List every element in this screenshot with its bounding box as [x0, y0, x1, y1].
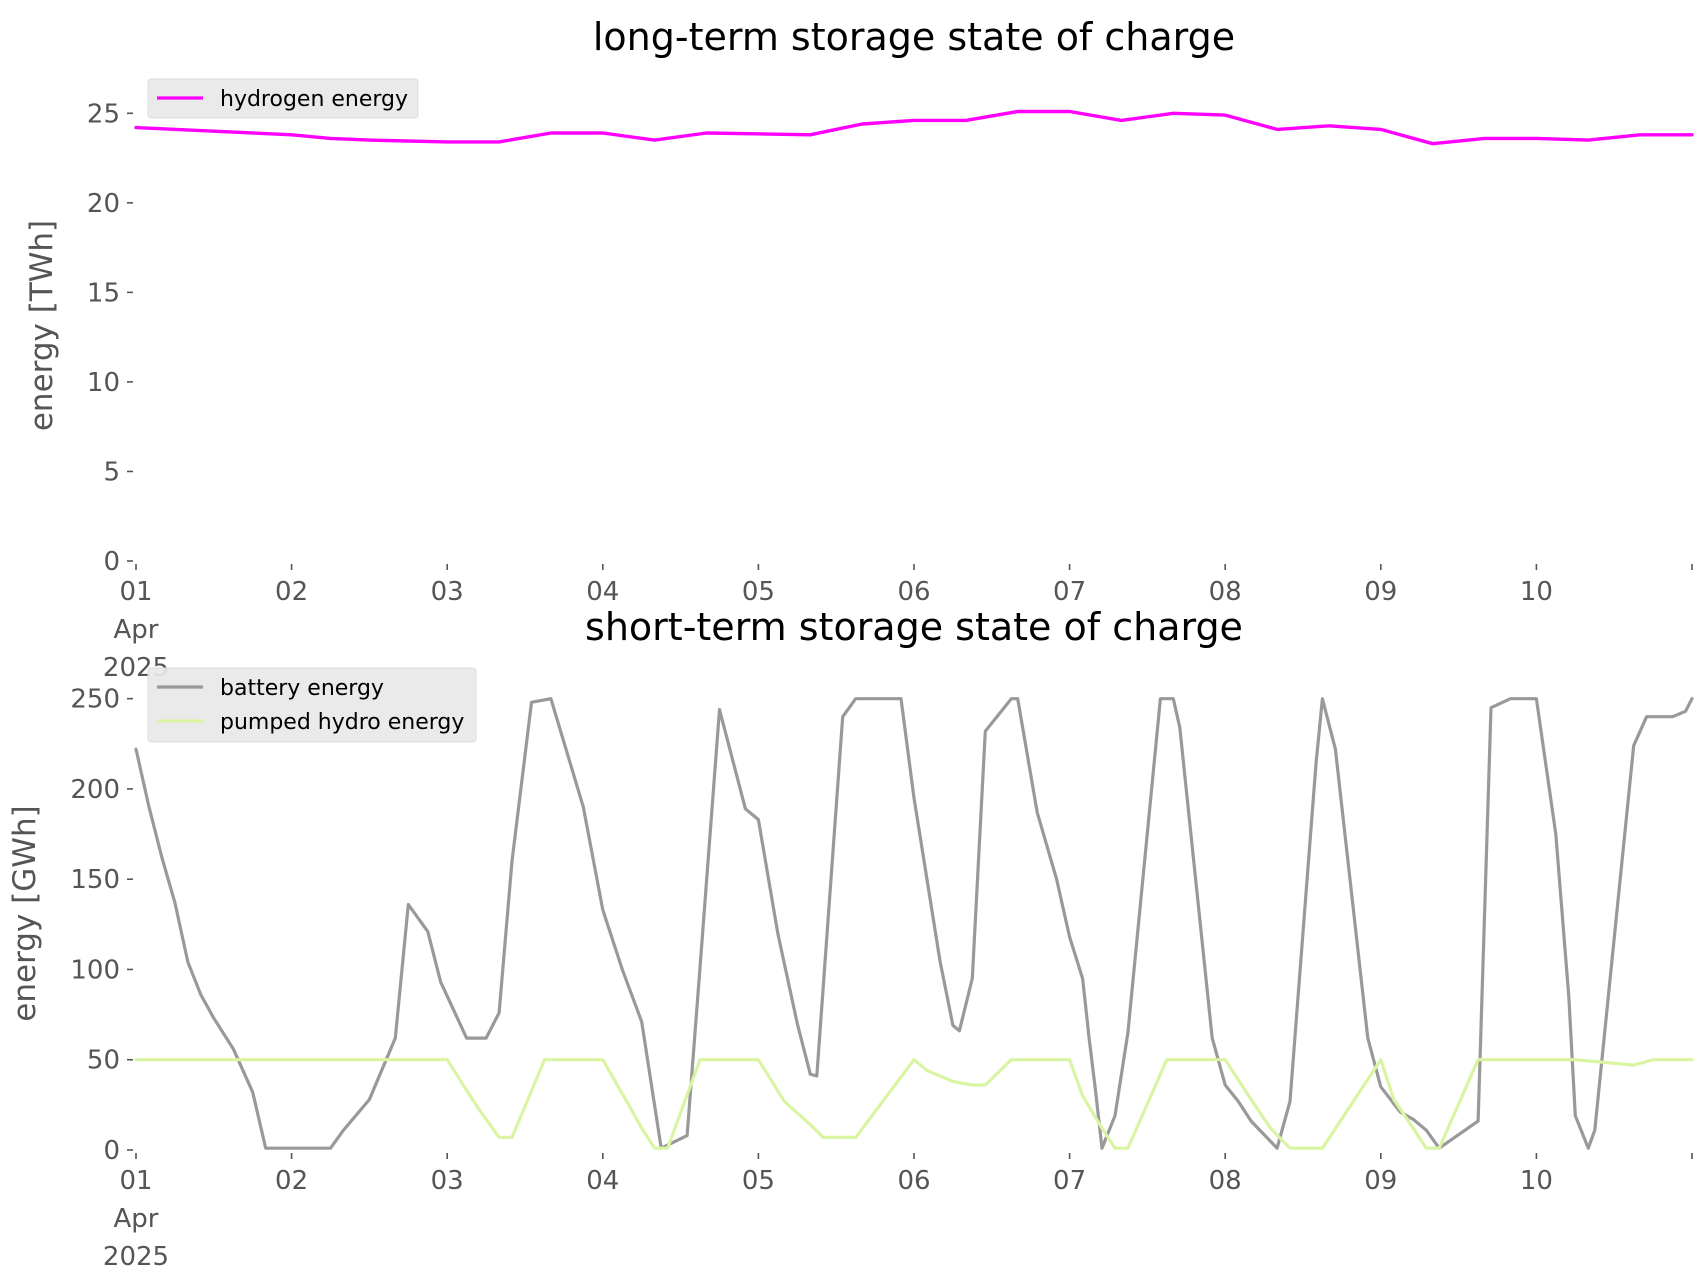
legend: hydrogen energy — [147, 78, 419, 119]
y-tick-label: 25 — [87, 99, 120, 129]
y-tick-label: 0 — [103, 547, 120, 577]
y-tick-label: 0 — [103, 1136, 120, 1166]
legend-entry: hydrogen energy — [220, 87, 408, 112]
y-tick-label: 20 — [87, 189, 120, 219]
x-tick-label: 04 — [586, 577, 619, 607]
chart-title: short-term storage state of charge — [585, 605, 1243, 649]
y-tick-label: 5 — [103, 457, 120, 487]
legend: battery energy pumped hydro energy — [147, 667, 477, 743]
x-tick-label: 06 — [897, 1166, 930, 1196]
x-tick-label: 05 — [742, 1166, 775, 1196]
x-tick-label: 07 — [1053, 1166, 1086, 1196]
x-tick-label: 03 — [431, 1166, 464, 1196]
y-tick-label: 15 — [87, 278, 120, 308]
chart-panel-1: long-term storage state of charge energy … — [24, 15, 1694, 683]
x-tick-label: 2025 — [103, 1242, 169, 1272]
y-axis-label: energy [GWh] — [7, 805, 43, 1021]
legend-box — [147, 667, 477, 743]
x-tick-label: 05 — [742, 577, 775, 607]
x-tick-label: 06 — [897, 577, 930, 607]
x-tick-label: 04 — [586, 1166, 619, 1196]
chart-title: long-term storage state of charge — [593, 15, 1235, 59]
legend-entry: battery energy — [220, 676, 384, 701]
chart-panel-2: short-term storage state of charge energy… — [7, 605, 1694, 1272]
x-tick-label: 08 — [1209, 577, 1242, 607]
x-tick-label: 08 — [1209, 1166, 1242, 1196]
x-tick-label: 09 — [1364, 1166, 1397, 1196]
series-line-hydrogen-energy — [134, 109, 1694, 146]
x-tick-label: 01 — [119, 1166, 152, 1196]
x-tick-label: 02 — [275, 1166, 308, 1196]
x-tick-label: 07 — [1053, 577, 1086, 607]
series-line-pumped-hydro-energy — [134, 1058, 1694, 1150]
legend-entry: pumped hydro energy — [220, 710, 464, 735]
y-tick-label: 250 — [70, 685, 120, 715]
y-tick-label: 50 — [87, 1046, 120, 1076]
y-tick-label: 200 — [70, 775, 120, 805]
x-tick-label: 10 — [1520, 577, 1553, 607]
y-axis-label: energy [TWh] — [24, 220, 60, 431]
y-tick-label: 100 — [70, 955, 120, 985]
y-tick-label: 10 — [87, 368, 120, 398]
x-tick-label: Apr — [114, 615, 159, 645]
x-tick-label: 10 — [1520, 1166, 1553, 1196]
x-tick-label: 02 — [275, 577, 308, 607]
y-tick-label: 150 — [70, 865, 120, 895]
series-line-battery-energy — [134, 697, 1694, 1150]
x-tick-label: Apr — [114, 1204, 159, 1234]
x-tick-label: 09 — [1364, 577, 1397, 607]
x-tick-label: 01 — [119, 577, 152, 607]
legend-box — [147, 78, 419, 119]
x-tick-label: 03 — [431, 577, 464, 607]
